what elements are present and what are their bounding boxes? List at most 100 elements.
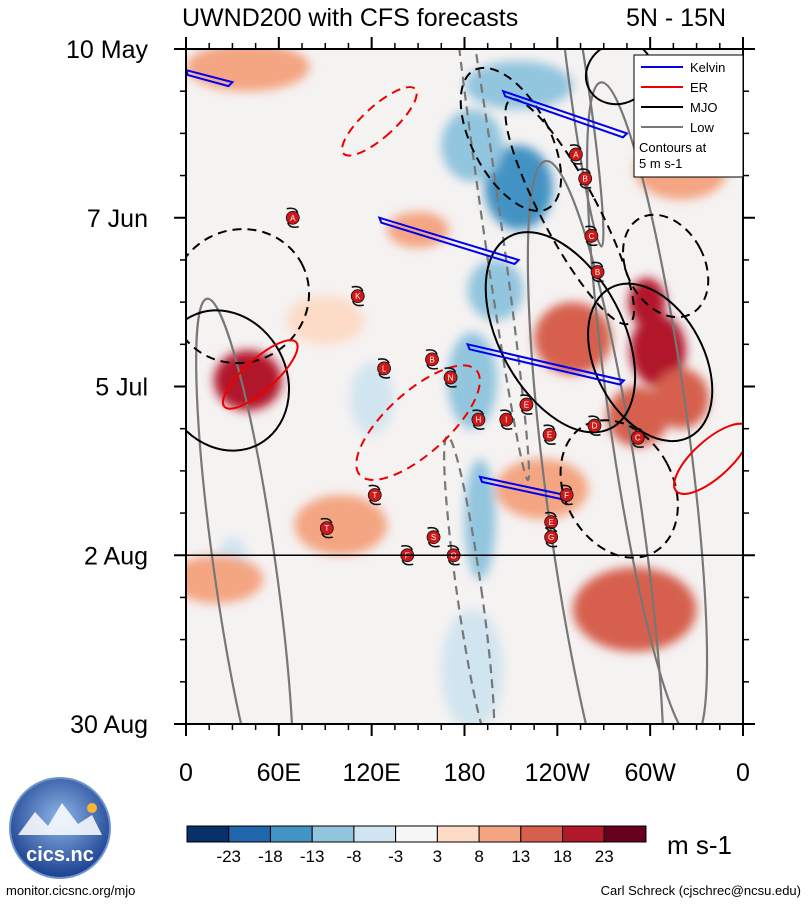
axes: 10 May 7 Jun 5 Jul 2 Aug 30 Aug 0 60E 120E 180 12… (66, 36, 755, 787)
colorbar: -23 -18 -13 -8 -3 3 8 13 18 23 (186, 825, 647, 866)
storm-arm (351, 285, 364, 307)
storm-dot (544, 530, 559, 545)
anomaly-blob (213, 350, 282, 411)
low-contour (556, 49, 605, 248)
storm-arm (585, 225, 598, 247)
er-contour (341, 86, 418, 157)
storm-dot (426, 530, 441, 545)
logo-text: cics.nc (26, 844, 94, 866)
storm-letter: S (431, 533, 436, 542)
storm-letter: N (448, 373, 454, 382)
anomaly-blob (294, 494, 388, 556)
colorbar-label: -8 (346, 847, 361, 866)
storm-marker: C (630, 427, 645, 449)
storm-letter: D (592, 422, 598, 431)
storm-dot (377, 361, 391, 376)
y-tick-label: 7 Jun (87, 205, 148, 233)
storm-marker: E (519, 394, 534, 415)
storm-arm (320, 517, 333, 539)
x-tick-label: 120W (525, 759, 591, 787)
storm-marker: N (443, 367, 458, 388)
storm-marker: L (377, 358, 391, 379)
storm-letter: B (429, 355, 434, 364)
anomaly-blob (534, 302, 612, 375)
legend-kelvin-label: Kelvin (690, 60, 725, 75)
low-contour (195, 297, 295, 724)
footer-author: Carl Schreck (cjschrec@ncsu.edu) (600, 883, 801, 898)
er-contour (673, 422, 743, 495)
storm-dot (499, 412, 514, 427)
storm-arm (447, 544, 460, 566)
storm-arm (560, 484, 573, 506)
storm-marker: K (350, 285, 365, 307)
storm-arm (631, 427, 644, 449)
storm-dot (367, 488, 382, 502)
er-contours (221, 86, 743, 495)
storm-dot (425, 352, 439, 367)
storm-dot (443, 370, 458, 385)
anomaly-blob (653, 368, 709, 429)
y-tick-label: 10 May (66, 36, 148, 64)
legend-low-label: Low (690, 120, 714, 135)
storm-letter: B (595, 268, 600, 277)
mjo-contour (587, 282, 714, 443)
legend-mjo-label: MJO (690, 100, 717, 115)
storm-arm (377, 358, 391, 379)
colorbar-label: 23 (595, 847, 614, 866)
x-tick-label: 0 (736, 759, 750, 787)
colorbar-swatch (478, 825, 522, 843)
storm-marker: I (499, 409, 514, 430)
storm-arm (569, 144, 583, 165)
storm-arm (444, 367, 457, 388)
colorbar-swatch (186, 825, 230, 843)
mjo-contour (559, 419, 679, 559)
storm-arm (588, 415, 601, 436)
logo-sun (87, 803, 97, 813)
mjo-contours (186, 49, 714, 559)
storm-marker: B (590, 261, 605, 283)
x-tick-label: 60W (624, 759, 676, 787)
colorbar-label: 18 (553, 847, 572, 866)
storm-letter: A (573, 150, 579, 159)
chart-title: UWND200 with CFS forecasts (182, 4, 518, 32)
storm-dot (587, 418, 602, 433)
x-tick-label: 0 (179, 759, 193, 787)
storm-dot (542, 427, 557, 442)
colorbar-swatch (395, 825, 438, 843)
storm-letter: C (635, 434, 641, 443)
storm-letter: H (476, 416, 482, 425)
storm-dot (590, 265, 605, 279)
storm-marker: S (426, 526, 441, 548)
anomaly-blob (464, 458, 496, 580)
storm-letter: F (564, 491, 569, 500)
x-tick-label: 180 (444, 759, 486, 787)
colorbar-label: -18 (258, 847, 283, 866)
storm-marker: A (569, 144, 583, 165)
anomaly-blob (606, 386, 669, 447)
anomaly-blob (447, 332, 497, 429)
storm-marker: B (425, 349, 439, 370)
storm-letter: K (355, 292, 361, 301)
legend-note-line2: 5 m s-1 (639, 156, 682, 171)
colorbar-swatch (603, 825, 647, 843)
storm-marker: B (578, 168, 593, 189)
colorbar-units: m s-1 (667, 830, 732, 860)
storm-letter: T (372, 491, 377, 500)
mjo-contour (504, 98, 636, 326)
storm-dot (578, 171, 593, 186)
colorbar-label: -3 (388, 847, 403, 866)
storm-arm (401, 544, 414, 566)
kelvin-contour (465, 342, 626, 386)
storm-marker: A (285, 207, 300, 229)
colorbar-label: 8 (474, 847, 483, 866)
colorbar-label: 3 (433, 847, 442, 866)
footer-url[interactable]: monitor.cicsnc.org/mjo (6, 883, 136, 898)
colorbar-swatch (353, 825, 397, 843)
storm-letter: E (548, 518, 553, 527)
er-contour (355, 364, 481, 481)
low-contour (586, 81, 709, 724)
x-tick-label: 60E (257, 759, 301, 787)
anomaly-blob (628, 278, 666, 327)
storm-dot (569, 147, 583, 162)
